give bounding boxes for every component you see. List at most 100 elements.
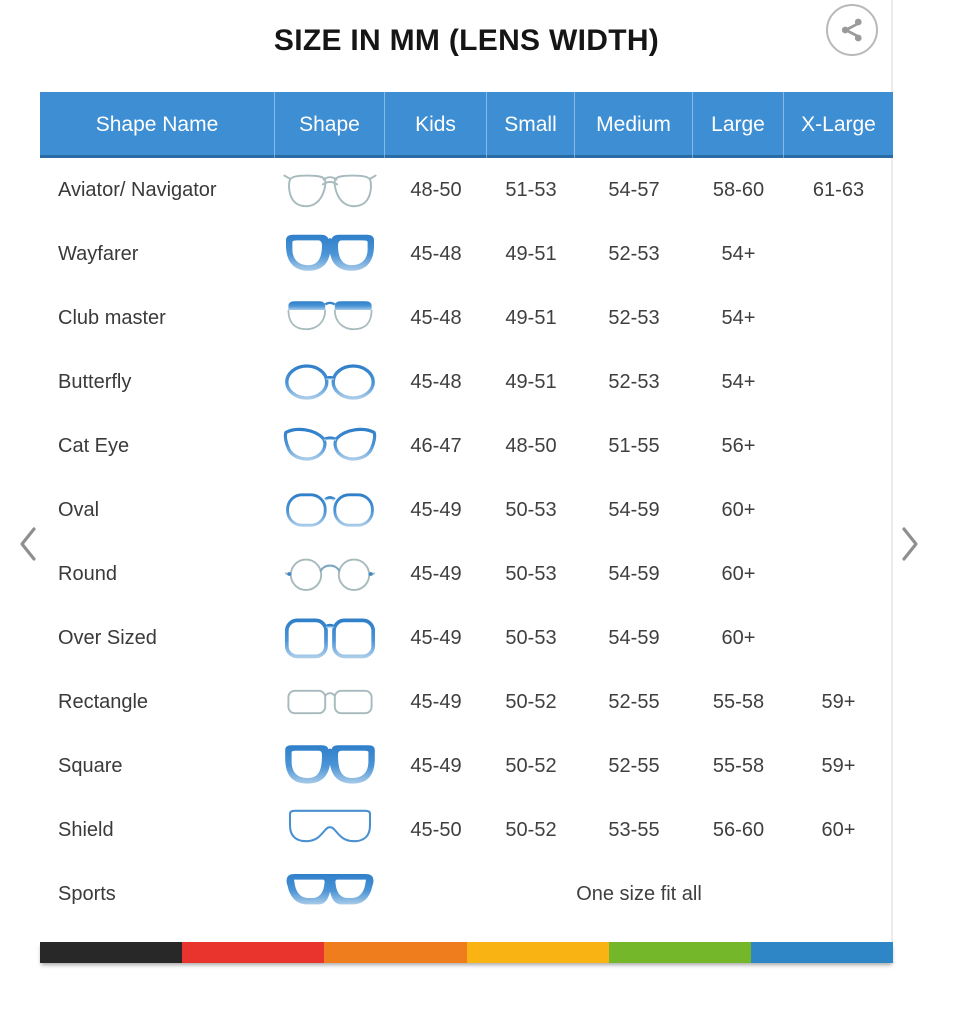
medium-size-value: 52-53 <box>608 306 660 329</box>
shape-name-label: Club master <box>58 306 166 329</box>
large-size-value: 56+ <box>721 434 756 457</box>
large-size-value: 60+ <box>721 498 756 521</box>
shape-name-label: Shield <box>58 818 114 841</box>
stripe-segment <box>324 942 467 963</box>
medium-size-value: 54-59 <box>608 498 660 521</box>
medium-size-value: 54-59 <box>608 562 660 585</box>
round-glasses-icon <box>275 549 385 599</box>
table-row: Club master 45-48 49-51 52-53 54+ <box>40 286 893 350</box>
shape-name-label: Oval <box>58 498 100 521</box>
cateye-glasses-icon <box>275 421 385 471</box>
one-size-label: One size fit all <box>576 882 702 905</box>
medium-size-value: 52-55 <box>608 754 660 777</box>
footer-stripe <box>40 942 894 963</box>
shape-name-label: Aviator/ Navigator <box>58 178 217 201</box>
stripe-segment <box>608 942 751 963</box>
table-row: Square 45-49 50-52 52-55 55-58 59+ <box>40 734 893 798</box>
kids-size-value: 45-49 <box>410 754 462 777</box>
table-row: Cat Eye 46-47 48-50 51-55 56+ <box>40 414 893 478</box>
stripe-segment <box>182 942 325 963</box>
column-header-xlarge: X-Large <box>801 113 876 136</box>
table-body: Aviator/ Navigator 48-50 51-53 54-57 58-… <box>40 158 893 926</box>
slide-divider <box>891 0 893 962</box>
large-size-value: 60+ <box>721 626 756 649</box>
large-size-value: 55-58 <box>712 754 765 777</box>
chevron-right-icon <box>900 526 920 562</box>
stripe-segment <box>40 942 183 963</box>
aviator-glasses-icon <box>275 165 385 215</box>
small-size-value: 50-52 <box>505 818 557 841</box>
kids-size-value: 45-48 <box>410 306 462 329</box>
shape-name-label: Over Sized <box>58 626 157 649</box>
kids-size-value: 45-48 <box>410 242 462 265</box>
shape-name-label: Cat Eye <box>58 434 130 457</box>
shape-name-label: Butterfly <box>58 370 132 393</box>
shape-name-label: Rectangle <box>58 690 149 713</box>
medium-size-value: 52-55 <box>608 690 660 713</box>
shape-name-label: Sports <box>58 882 116 905</box>
kids-size-value: 45-49 <box>410 626 462 649</box>
small-size-value: 49-51 <box>505 370 557 393</box>
kids-size-value: 45-50 <box>410 818 462 841</box>
rectangle-glasses-icon <box>275 677 385 727</box>
sports-glasses-icon <box>275 869 385 919</box>
kids-size-value: 45-48 <box>410 370 462 393</box>
column-header-medium: Medium <box>575 92 693 158</box>
carousel-prev-button[interactable] <box>16 524 40 564</box>
xlarge-size-value: 59+ <box>821 754 856 777</box>
kids-size-value: 48-50 <box>410 178 462 201</box>
kids-size-value: 45-49 <box>410 498 462 521</box>
size-table: Shape Name Shape Kids Small Medium Large… <box>40 92 893 926</box>
large-size-value: 60+ <box>721 562 756 585</box>
shape-name-label: Round <box>58 562 117 585</box>
share-icon <box>837 15 867 45</box>
table-row: Rectangle 45-49 50-52 52-55 55-58 59+ <box>40 670 893 734</box>
large-size-value: 54+ <box>721 370 756 393</box>
table-row: Over Sized 45-49 50-53 54-59 60+ <box>40 606 893 670</box>
small-size-value: 50-53 <box>505 562 557 585</box>
stripe-segment <box>750 942 894 963</box>
small-size-value: 51-53 <box>505 178 557 201</box>
small-size-value: 49-51 <box>505 242 557 265</box>
shield-glasses-icon <box>275 805 385 855</box>
medium-size-value: 54-59 <box>608 626 660 649</box>
share-button[interactable] <box>826 4 878 56</box>
large-size-value: 54+ <box>721 306 756 329</box>
table-row: Oval 45-49 50-53 54-59 60+ <box>40 478 893 542</box>
column-header-shape-name: Shape Name <box>40 92 275 158</box>
large-size-value: 54+ <box>721 242 756 265</box>
shape-name-label: Square <box>58 754 123 777</box>
table-row: Sports One size fit all <box>40 862 893 926</box>
small-size-value: 50-52 <box>505 690 557 713</box>
column-header-small: Small <box>487 92 575 158</box>
kids-size-value: 45-49 <box>410 690 462 713</box>
medium-size-value: 52-53 <box>608 242 660 265</box>
medium-size-value: 51-55 <box>608 434 660 457</box>
small-size-value: 50-52 <box>505 754 557 777</box>
table-row: Wayfarer 45-48 49-51 52-53 54+ <box>40 222 893 286</box>
small-size-value: 48-50 <box>505 434 557 457</box>
square-glasses-icon <box>275 741 385 791</box>
chevron-left-icon <box>18 526 38 562</box>
large-size-value: 56-60 <box>712 818 765 841</box>
table-header: Shape Name Shape Kids Small Medium Large… <box>40 92 893 158</box>
large-size-value: 55-58 <box>712 690 765 713</box>
kids-size-value: 46-47 <box>410 434 462 457</box>
small-size-value: 50-53 <box>505 498 557 521</box>
stripe-segment <box>466 942 609 963</box>
column-header-large: Large <box>693 92 784 158</box>
large-size-value: 58-60 <box>712 178 765 201</box>
column-header-kids: Kids <box>385 92 487 158</box>
medium-size-value: 52-53 <box>608 370 660 393</box>
butterfly-glasses-icon <box>275 357 385 407</box>
xlarge-size-value: 59+ <box>821 690 856 713</box>
carousel-next-button[interactable] <box>898 524 922 564</box>
wayfarer-glasses-icon <box>275 229 385 279</box>
xlarge-size-value: 60+ <box>821 818 856 841</box>
table-row: Shield 45-50 50-52 53-55 56-60 60+ <box>40 798 893 862</box>
shape-name-label: Wayfarer <box>58 242 139 265</box>
column-header-shape: Shape <box>275 92 385 158</box>
clubmaster-glasses-icon <box>275 293 385 343</box>
table-row: Round 45-49 50-53 54-59 60+ <box>40 542 893 606</box>
